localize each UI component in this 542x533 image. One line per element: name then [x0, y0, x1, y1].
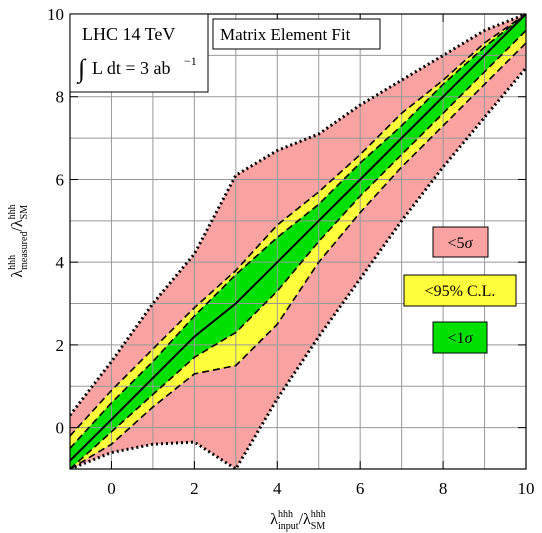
- legend-item-95cl: <95% C.L.: [403, 274, 517, 307]
- legend-5sigma-symbol: σ: [465, 235, 474, 252]
- x-label-slash: /λ: [299, 511, 311, 528]
- energy-label: LHC 14 TeV: [82, 24, 175, 44]
- legend-swatch-5sigma: [432, 226, 489, 258]
- x-label-main: λ: [270, 511, 278, 528]
- band-upper-one_sigma: [70, 14, 526, 449]
- y-tick-label: 4: [56, 253, 65, 272]
- band-lower-five_sigma: [70, 66, 526, 469]
- x-label-sup1: hhh: [278, 509, 293, 520]
- y-tick-label: 6: [56, 170, 65, 189]
- x-label-sub1: input: [278, 521, 299, 532]
- x-tick-label: 4: [273, 479, 282, 498]
- lines-layer: [70, 14, 526, 469]
- legend-swatch-1sigma: [432, 321, 488, 354]
- x-tick-label: 0: [107, 479, 116, 498]
- info-box-frame: [69, 13, 209, 93]
- method-label: Matrix Element Fit: [220, 25, 351, 44]
- x-tick-label: 10: [518, 479, 535, 498]
- x-axis-label: λhhh input/λhhh SM: [270, 509, 326, 532]
- plot-frame: [69, 13, 527, 470]
- luminosity-exponent: −1: [184, 54, 197, 68]
- y-tick-label: 0: [56, 419, 65, 438]
- info-box: LHC 14 TeV ∫ L dt = 3 ab −1: [69, 13, 209, 93]
- legend-label-1sigma: <1σ: [448, 330, 474, 347]
- band-upper-ninety_five_cl: [70, 14, 526, 437]
- legend-label-95cl: <95% C.L.: [425, 283, 496, 300]
- band-lower-one_sigma: [70, 29, 526, 469]
- y-tick-label: 2: [56, 336, 65, 355]
- method-box-frame: [212, 18, 381, 50]
- integral-sign: ∫: [76, 54, 87, 84]
- legend: <5σ <95% C.L. <1σ: [403, 226, 517, 354]
- luminosity-label: L dt = 3 ab: [92, 58, 170, 78]
- y-label-sub1: measured: [19, 232, 30, 270]
- legend-5sigma-prefix: <5: [448, 235, 465, 252]
- ticks-layer: 0 2 4 6 8 10 0 2 4 6 8 10: [47, 5, 535, 498]
- y-tick-label: 8: [56, 88, 65, 107]
- legend-1sigma-prefix: <1: [448, 330, 465, 347]
- x-label-sub2: SM: [311, 521, 326, 532]
- y-label-sup1: hhh: [7, 255, 18, 270]
- x-label-sup2: hhh: [311, 509, 326, 520]
- y-label-main: λ: [9, 270, 26, 278]
- legend-item-5sigma: <5σ: [432, 226, 489, 258]
- y-tick-label: 10: [47, 5, 64, 24]
- band-upper-five_sigma: [70, 14, 526, 417]
- legend-label-5sigma: <5σ: [448, 235, 474, 252]
- y-label-slash: /λ: [9, 219, 26, 231]
- x-tick-label: 8: [439, 479, 448, 498]
- x-tick-label: 6: [356, 479, 365, 498]
- x-tick-label: 2: [190, 479, 199, 498]
- band-lower-ninety_five_cl: [70, 42, 526, 469]
- y-label-sub2: SM: [19, 205, 30, 220]
- legend-1sigma-symbol: σ: [465, 330, 474, 347]
- method-box: Matrix Element Fit: [212, 18, 381, 50]
- legend-swatch-95cl: [403, 274, 517, 307]
- y-axis-label: λhhhmeasured/λhhhSM: [7, 204, 30, 277]
- central-line: [70, 14, 526, 462]
- y-label-sup2: hhh: [7, 204, 18, 219]
- legend-item-1sigma: <1σ: [432, 321, 488, 354]
